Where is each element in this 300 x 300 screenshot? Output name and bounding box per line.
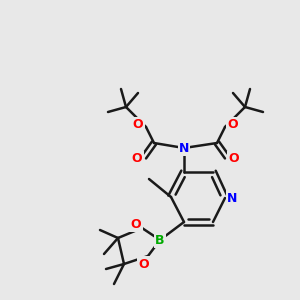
Text: N: N: [179, 142, 189, 154]
Text: O: O: [139, 257, 149, 271]
Text: B: B: [155, 233, 165, 247]
Text: O: O: [228, 118, 238, 131]
Text: O: O: [133, 118, 143, 131]
Text: O: O: [229, 152, 239, 166]
Text: O: O: [132, 152, 142, 166]
Text: N: N: [227, 191, 237, 205]
Text: O: O: [131, 218, 141, 230]
